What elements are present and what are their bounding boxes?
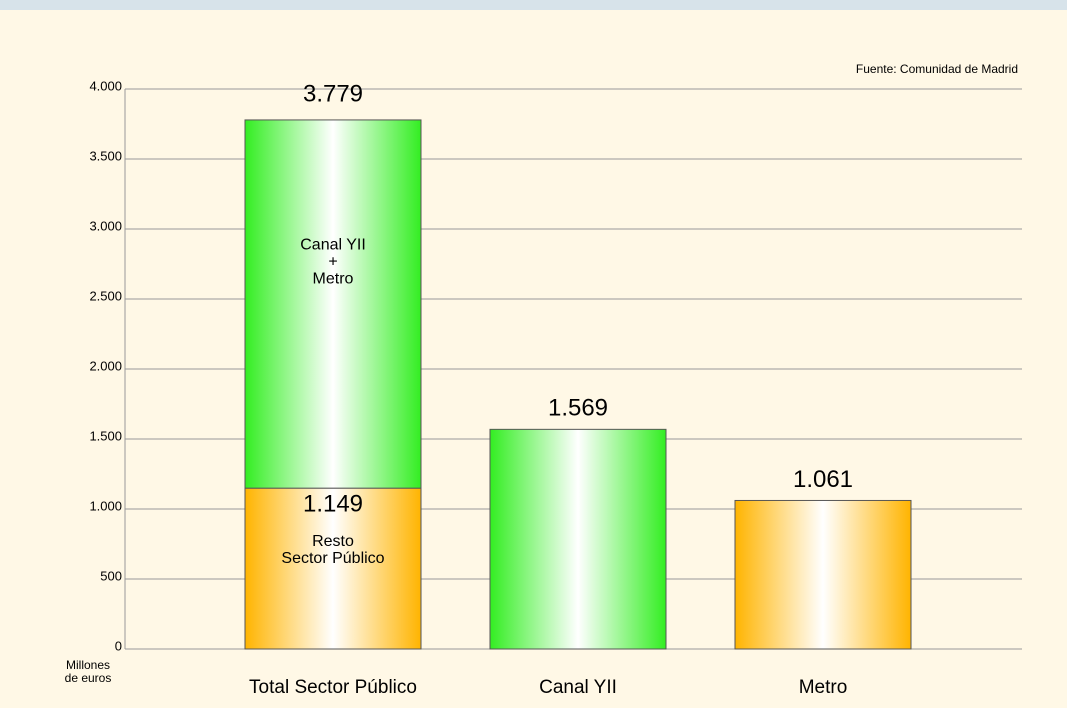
value-label: 1.061 [793,466,853,493]
y-axis-label: Millones de euros [64,658,112,685]
segment-name: Resto Sector Público [281,533,385,568]
y-tick-label: 2.500 [89,288,122,303]
y-tick-label: 3.000 [89,218,122,233]
bar-segment [489,428,667,650]
y-tick-label: 1.000 [89,498,122,513]
y-tick-label: 500 [100,568,122,583]
value-label: 1.569 [548,395,608,422]
source-note: Fuente: Comunidad de Madrid [856,62,1018,76]
y-tick-label: 3.500 [89,148,122,163]
top-band [0,0,1067,10]
y-tick-label: 4.000 [89,78,122,93]
x-tick-label: Metro [799,677,848,698]
y-tick-label: 0 [115,638,122,653]
value-label: 1.149 [303,490,363,517]
bar-segment [244,119,422,489]
x-tick-label: Canal YII [539,677,617,698]
y-tick-label: 1.500 [89,428,122,443]
segment-name: Canal YII + Metro [300,236,366,288]
y-tick-label: 2.000 [89,358,122,373]
total-label: 3.779 [303,80,363,107]
bar-segment [734,499,912,650]
x-tick-label: Total Sector Público [249,677,417,698]
